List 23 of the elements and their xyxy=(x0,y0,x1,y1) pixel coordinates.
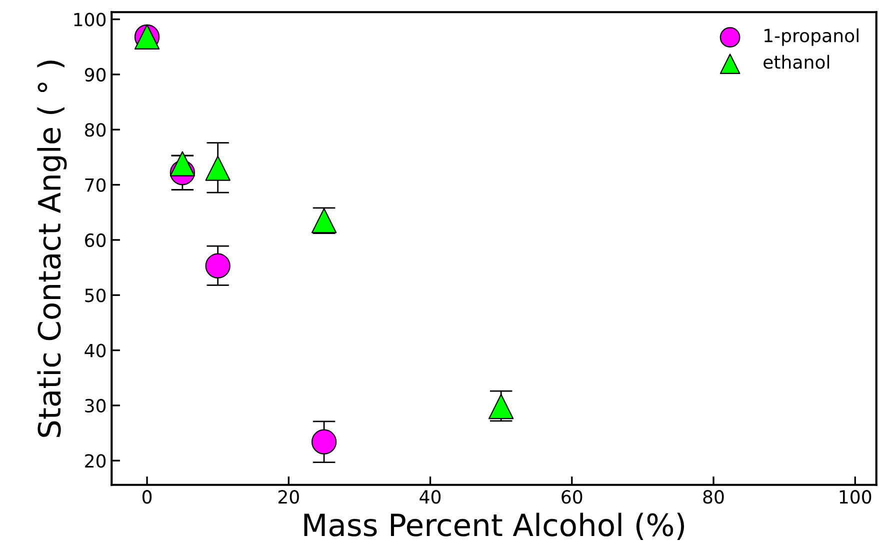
x-tick-label: 20 xyxy=(278,490,299,504)
y-tick-label: 60 xyxy=(85,233,106,248)
y-tick-label: 20 xyxy=(85,454,106,468)
y-tick-label: 50 xyxy=(85,288,106,302)
x-axis-title: Mass Percent Alcohol (%) xyxy=(304,512,684,540)
x-tick-label: 0 xyxy=(142,490,152,504)
y-tick-label: 100 xyxy=(74,12,106,26)
x-tick-label: 60 xyxy=(562,490,582,504)
point xyxy=(311,429,337,454)
legend-label: 1-propanol xyxy=(764,28,858,46)
y-tick-label: 40 xyxy=(84,344,106,358)
point xyxy=(205,156,230,181)
y-tick-label: 90 xyxy=(84,68,106,82)
x-tick-label: 40 xyxy=(420,490,441,504)
y-axis-title: Static Contact Angle ( ° ) xyxy=(37,60,67,437)
y-tick-label: 80 xyxy=(85,123,106,137)
y-tick-label: 70 xyxy=(85,178,106,192)
x-tick-label: 80 xyxy=(703,490,724,504)
point xyxy=(205,253,230,278)
point xyxy=(170,151,196,176)
x-tick-label: 100 xyxy=(840,490,872,504)
y-tick-label: 30 xyxy=(85,398,106,413)
legend-label: ethanol xyxy=(764,54,830,69)
